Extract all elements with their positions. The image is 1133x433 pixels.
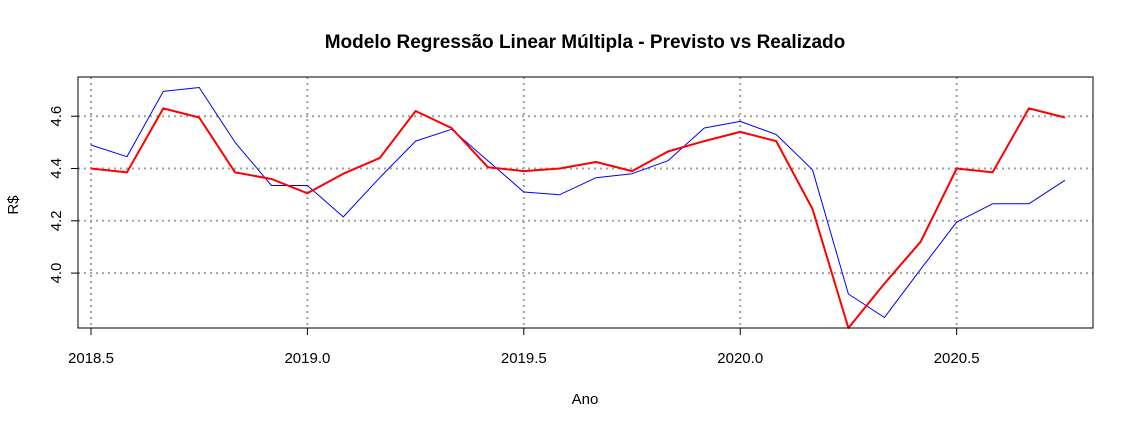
x-tick-label: 2019.5 bbox=[501, 350, 547, 367]
y-tick-label: 4.4 bbox=[48, 158, 65, 179]
grid bbox=[78, 77, 1093, 328]
y-tick-label: 4.6 bbox=[48, 106, 65, 127]
series-line-1 bbox=[90, 87, 1066, 318]
x-tick-label: 2018.5 bbox=[68, 350, 114, 367]
y-tick-label: 4.0 bbox=[48, 263, 65, 284]
x-tick-label: 2020.5 bbox=[934, 350, 980, 367]
y-axis-label: R$ bbox=[5, 195, 22, 215]
series-line-2 bbox=[90, 107, 1066, 329]
x-tick-label: 2019.0 bbox=[284, 350, 330, 367]
x-tick-label: 2020.0 bbox=[717, 350, 763, 367]
series-lines bbox=[90, 87, 1066, 329]
x-axis-label: Ano bbox=[572, 391, 599, 408]
y-tick-label: 4.2 bbox=[48, 210, 65, 231]
chart-title: Modelo Regressão Linear Múltipla - Previ… bbox=[325, 32, 846, 53]
x-axis: 2018.5 2019.0 2019.5 2020.0 2020.5 bbox=[68, 327, 980, 367]
y-axis: 4.0 4.2 4.4 4.6 bbox=[48, 106, 79, 284]
